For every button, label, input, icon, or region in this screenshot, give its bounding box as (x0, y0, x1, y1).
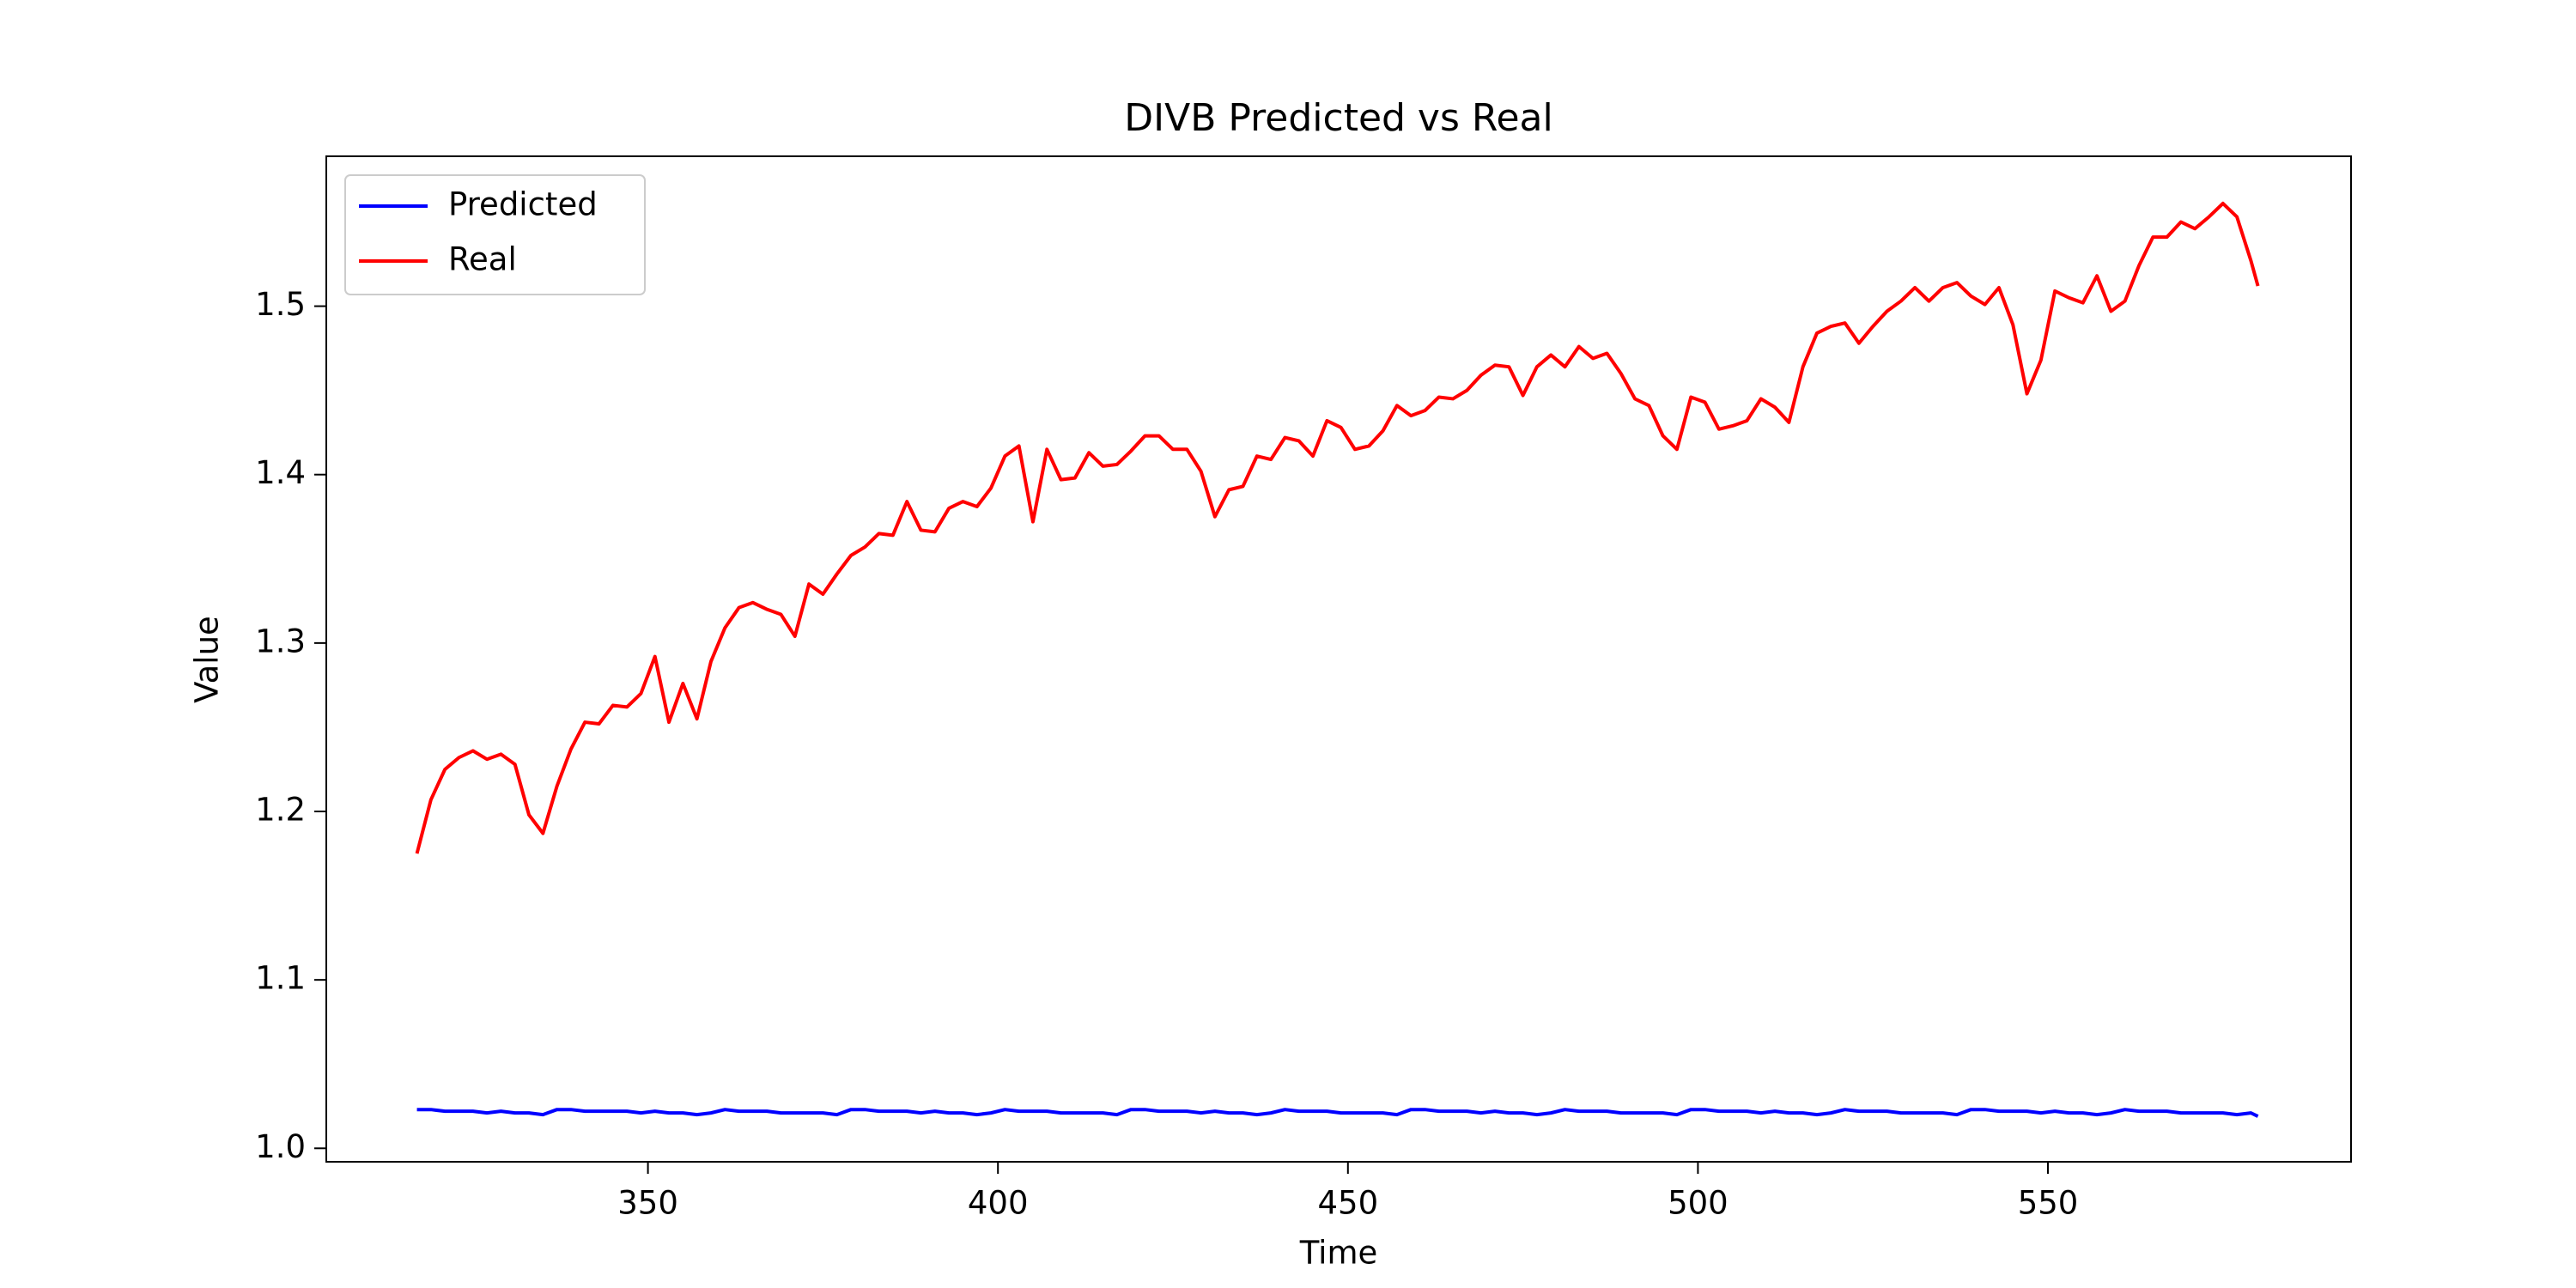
y-tick-label: 1.2 (255, 792, 306, 829)
y-tick-label: 1.4 (255, 454, 306, 491)
legend-label: Real (448, 241, 517, 278)
plot-frame (325, 155, 2352, 1163)
y-tick-label: 1.0 (255, 1128, 306, 1165)
chart-title: DIVB Predicted vs Real (1124, 96, 1552, 140)
y-tick-label: 1.1 (255, 960, 306, 997)
y-axis-label: Value (189, 616, 226, 703)
x-tick-label: 400 (968, 1185, 1029, 1222)
data-line (416, 1108, 2259, 1118)
x-tick-label: 450 (1317, 1185, 1378, 1222)
data-line (415, 201, 2260, 854)
x-axis-label: Time (1299, 1235, 1378, 1272)
y-tick-label: 1.3 (255, 623, 306, 659)
y-tick-label: 1.5 (255, 286, 306, 323)
x-tick-label: 350 (617, 1185, 678, 1222)
x-tick-label: 500 (1668, 1185, 1728, 1222)
legend-label: Predicted (448, 186, 598, 223)
x-tick-label: 550 (2018, 1185, 2079, 1222)
